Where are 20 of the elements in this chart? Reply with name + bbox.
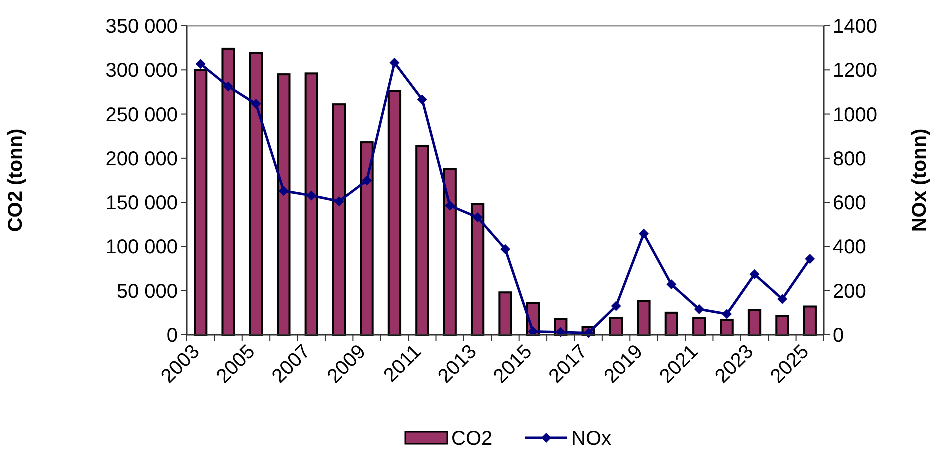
y-tick-label: 0 [166, 325, 178, 347]
y-tick-label: 50 000 [116, 280, 178, 303]
y2-tick-label: 400 [833, 236, 866, 259]
y-axis-title: CO2 (tonn) [5, 128, 27, 232]
y-tick-label: 150 000 [106, 192, 178, 215]
y2-tick-label: 600 [833, 192, 866, 215]
y2-tick-label: 0 [833, 325, 844, 347]
y2-tick-label: 1200 [833, 60, 878, 82]
y-tick-label: 300 000 [106, 60, 178, 82]
y-tick-label: 200 000 [106, 148, 178, 170]
y-tick-label: 250 000 [106, 104, 178, 126]
legend-label: NOx [572, 428, 612, 450]
y2-tick-label: 1000 [833, 104, 878, 126]
y2-axis-title: NOx (tonn) [909, 128, 931, 232]
y2-tick-label: 800 [833, 148, 866, 170]
y-tick-label: 100 000 [106, 236, 178, 259]
y-tick-label: 350 000 [106, 16, 178, 38]
legend-label: CO2 [452, 428, 493, 450]
y2-tick-label: 1400 [833, 16, 878, 38]
y2-tick-label: 200 [833, 280, 866, 303]
